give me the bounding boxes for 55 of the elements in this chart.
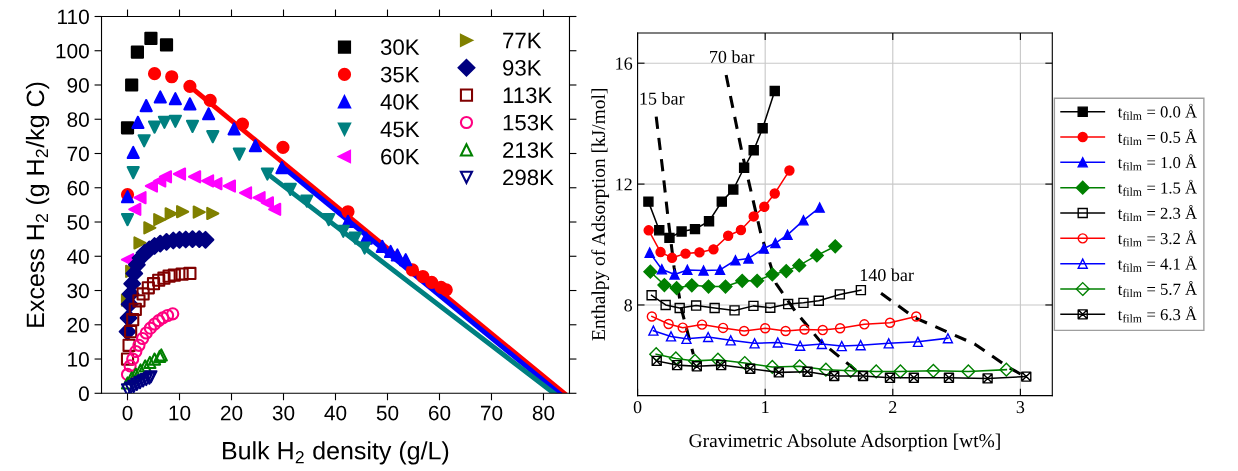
y-axis-title: Enthalpy of Adsorption [kJ/mol] — [591, 89, 610, 341]
x-tick-label: 0 — [633, 401, 642, 414]
annotation: 70 bar — [710, 50, 755, 63]
legend-label: 77K — [503, 32, 542, 49]
y-tick-label: 30 — [67, 283, 89, 299]
x-tick-label: 30 — [272, 405, 295, 421]
legend-label: 113K — [503, 87, 553, 104]
x-tick-label: 1 — [762, 401, 769, 414]
y-tick-label: 70 — [67, 146, 89, 162]
y-tick-label: 12 — [616, 178, 632, 191]
y-tick-label: 80 — [67, 112, 89, 127]
legend-label: 40K — [380, 94, 420, 110]
x-tick-label: 50 — [376, 405, 399, 421]
legend-label: 213K — [503, 142, 554, 158]
x-tick-label: 70 — [480, 405, 503, 421]
y-tick-label: 10 — [68, 352, 89, 367]
legend-label: t$_{film}$ = 0.0 Å — [1117, 103, 1197, 120]
legend-label: 35K — [380, 66, 420, 83]
y-tick-label: 110 — [58, 9, 89, 25]
annotation: 140 bar — [860, 268, 914, 282]
legend-label: t$_{film}$ = 2.3 Å — [1117, 205, 1197, 222]
x-tick-label: 80 — [532, 405, 555, 421]
x-tick-label: 0 — [122, 405, 133, 421]
x-tick-label: 60 — [428, 405, 451, 421]
y-tick-label: 16 — [616, 57, 633, 70]
legend-label: 93K — [503, 60, 542, 76]
legend-label: t$_{film}$ = 5.7 Å — [1117, 281, 1197, 298]
x-tick-label: 10 — [169, 405, 191, 421]
x-axis-title: Bulk H$_{2}$ density (g/L) — [223, 441, 449, 465]
legend-label: t$_{film}$ = 6.3 Å — [1117, 306, 1197, 323]
x-axis-title: Gravimetric Absolute Adsorption [wt%] — [689, 433, 1000, 452]
y-tick-label: 100 — [56, 43, 89, 59]
y-tick-label: 0 — [78, 386, 89, 402]
legend-label: 45K — [380, 121, 420, 138]
legend-label: 153K — [503, 114, 554, 131]
y-tick-label: 60 — [67, 180, 89, 196]
y-tick-label: 50 — [67, 215, 89, 230]
x-tick-label: 40 — [324, 405, 347, 421]
y-tick-label: 8 — [624, 299, 633, 312]
x-tick-label: 3 — [1016, 401, 1025, 414]
legend-label: t$_{film}$ = 4.1 Å — [1117, 255, 1197, 272]
y-tick-label: 20 — [67, 317, 89, 333]
x-tick-label: 20 — [220, 405, 243, 421]
legend-label: 60K — [381, 148, 420, 165]
legend-label: t$_{film}$ = 0.5 Å — [1117, 129, 1197, 146]
x-tick-label: 2 — [889, 401, 897, 414]
legend-label: 30K — [380, 39, 420, 56]
y-tick-label: 40 — [67, 249, 89, 265]
legend-label: 298K — [503, 169, 554, 186]
annotation: 15 bar — [640, 91, 685, 105]
legend-label: t$_{film}$ = 3.2 Å — [1117, 230, 1197, 247]
y-tick-label: 90 — [67, 78, 89, 93]
y-axis-title: Excess H$_{2}$ (g H$_{2}$/kg C) — [25, 82, 50, 327]
legend-label: t$_{film}$ = 1.0 Å — [1117, 154, 1197, 171]
legend-label: t$_{film}$ = 1.5 Å — [1117, 179, 1197, 196]
